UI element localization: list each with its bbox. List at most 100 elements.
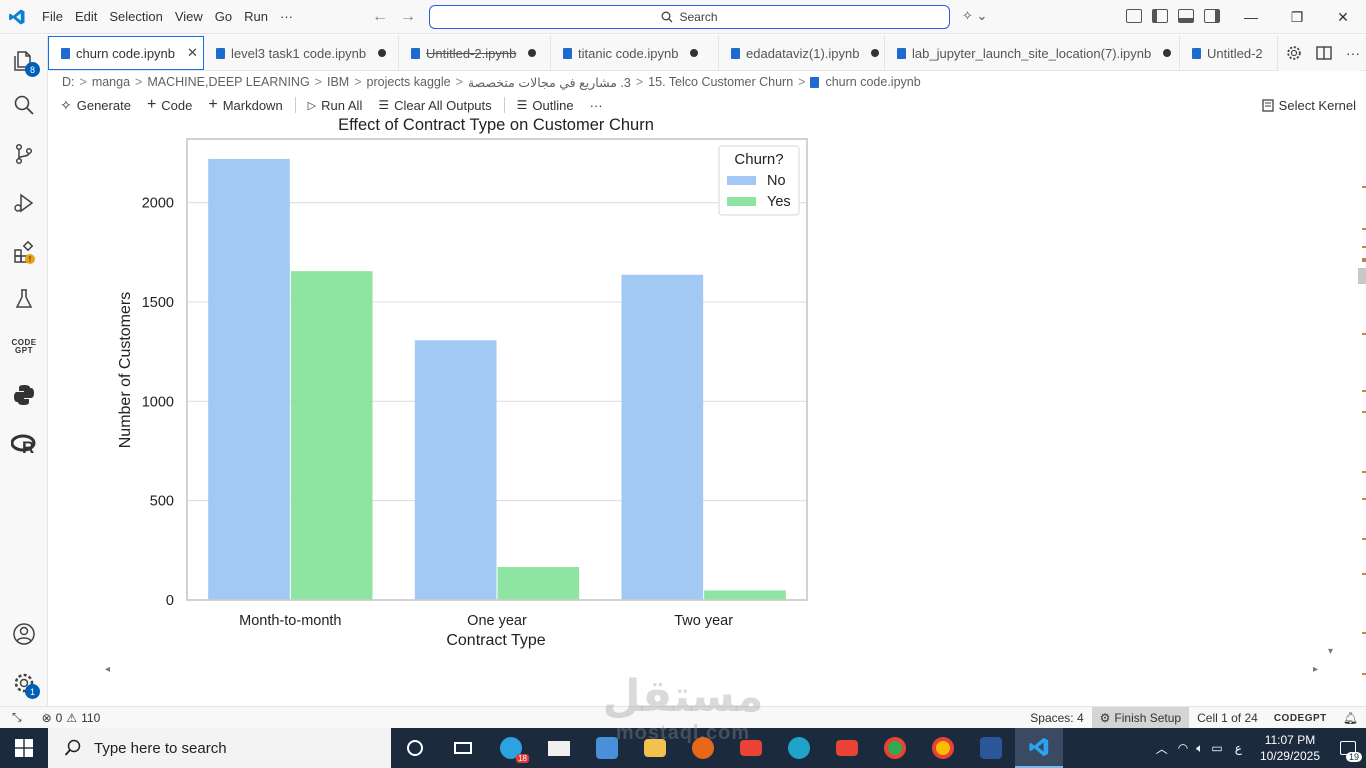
menu-item[interactable]: Edit — [74, 8, 98, 24]
scroll-right-icon[interactable]: ▸ — [1313, 664, 1319, 675]
toggle-primary-sidebar-icon[interactable] — [1152, 9, 1168, 23]
breadcrumb-item[interactable]: manga — [91, 75, 131, 89]
r-language-icon[interactable]: R — [0, 424, 48, 464]
close-window-icon[interactable]: ✕ — [1337, 8, 1349, 25]
clear-all-outputs-button[interactable]: ☰ Clear All Outputs — [370, 98, 499, 113]
copilot-icon[interactable]: ✧ ⌄ — [962, 8, 988, 23]
add-markdown-button[interactable]: + Markdown — [200, 96, 290, 114]
editor-tab[interactable]: titanic code.ipynb — [551, 35, 719, 71]
run-all-button[interactable]: ▷ Run All — [300, 98, 371, 113]
menu-item[interactable]: Selection — [109, 8, 163, 24]
select-kernel-button[interactable]: Select Kernel — [1262, 93, 1356, 117]
notification-center-icon[interactable]: 19 — [1330, 728, 1366, 768]
windows-start-icon[interactable] — [0, 728, 48, 768]
testing-flask-icon[interactable] — [0, 279, 48, 319]
clock[interactable]: 11:07 PM 10/29/2025 — [1250, 732, 1330, 764]
editor-tab[interactable]: edadataviz(1).ipynb — [719, 35, 885, 71]
python-icon[interactable] — [0, 375, 48, 415]
finish-setup-button[interactable]: ⚙ Finish Setup — [1091, 707, 1190, 729]
input-language[interactable]: ع — [1234, 741, 1242, 755]
unsaved-dot-icon[interactable] — [1163, 49, 1172, 57]
customize-layout-icon[interactable] — [1126, 9, 1142, 23]
scroll-left-icon[interactable]: ◂ — [105, 664, 111, 675]
breadcrumb-item[interactable]: 3. مشاريع في مجالات متخصصة — [467, 75, 631, 90]
codegpt-status[interactable]: CODEGPT — [1273, 712, 1327, 724]
notebook-file-icon — [563, 47, 572, 59]
toolbar-more-button[interactable]: ··· — [589, 97, 603, 113]
editor-tab[interactable]: lab_jupyter_launch_site_location(7).ipyn… — [885, 35, 1180, 71]
menu-item[interactable]: File — [42, 8, 63, 24]
notebook-settings-icon[interactable] — [1286, 45, 1302, 61]
toggle-secondary-sidebar-icon[interactable] — [1204, 9, 1220, 23]
command-center-search[interactable]: Search — [429, 5, 950, 29]
volume-icon[interactable]: 🔈︎ — [1196, 740, 1204, 755]
source-control-icon[interactable] — [0, 134, 48, 174]
breadcrumb-item[interactable]: projects kaggle — [366, 75, 451, 89]
generate-button[interactable]: ✧ Generate — [52, 97, 139, 114]
explorer-icon[interactable]: 8 — [0, 41, 48, 81]
chrome-profile-icon[interactable] — [919, 728, 967, 768]
problems-indicator[interactable]: ⊗ 0 ⚠ 110 — [34, 707, 109, 729]
codegpt-icon[interactable]: CODE GPT — [0, 327, 48, 367]
gmail-icon[interactable] — [823, 728, 871, 768]
run-debug-icon[interactable] — [0, 183, 48, 223]
gmail-icon[interactable] — [727, 728, 775, 768]
unsaved-dot-icon[interactable] — [528, 49, 537, 57]
indentation-status[interactable]: Spaces: 4 — [1030, 711, 1084, 725]
show-hidden-icons[interactable]: ︿ — [1155, 741, 1168, 756]
breadcrumb-item[interactable]: IBM — [326, 75, 350, 89]
editor-tab[interactable]: Untitled-2 — [1180, 35, 1278, 71]
close-tab-icon[interactable]: ✕ — [187, 45, 198, 60]
file-explorer-icon[interactable] — [631, 728, 679, 768]
toggle-panel-icon[interactable] — [1178, 9, 1194, 23]
outline-button[interactable]: ☰ Outline — [509, 98, 582, 113]
wifi-icon[interactable]: ◠ — [1177, 741, 1189, 755]
forward-arrow-icon[interactable]: → — [400, 8, 416, 25]
breadcrumb-item[interactable]: churn code.ipynb — [825, 75, 921, 89]
split-editor-icon[interactable] — [1316, 46, 1332, 60]
more-actions-icon[interactable]: ··· — [1346, 45, 1360, 61]
add-code-button[interactable]: + Code — [139, 96, 200, 114]
extensions-icon[interactable]: ! — [0, 232, 48, 272]
accounts-icon[interactable] — [0, 614, 48, 654]
remote-icon[interactable]: ⤡ — [12, 710, 22, 724]
breadcrumb-item[interactable]: 15. Telco Customer Churn — [648, 75, 794, 89]
cortana-icon[interactable] — [391, 728, 439, 768]
restore-icon[interactable]: ❐ — [1290, 8, 1304, 25]
breadcrumb-separator-icon: > — [455, 75, 463, 89]
notifications-bell-icon[interactable]: 🔔︎ — [1342, 711, 1358, 725]
settings-gear-icon[interactable]: 1 — [0, 663, 48, 703]
minimap[interactable] — [1356, 118, 1366, 706]
minimize-icon[interactable]: — — [1244, 9, 1258, 25]
editor-tab[interactable]: level3 task1 code.ipynb — [204, 35, 399, 71]
vscode-logo-icon[interactable] — [0, 0, 34, 34]
store-icon[interactable] — [583, 728, 631, 768]
vscode-taskbar-icon[interactable] — [1015, 728, 1063, 768]
cell-position-status[interactable]: Cell 1 of 24 — [1197, 711, 1258, 725]
menu-item[interactable]: ··· — [280, 8, 293, 24]
unsaved-dot-icon[interactable] — [871, 49, 880, 57]
bar-no-0 — [208, 158, 290, 600]
editor-tab[interactable]: Untitled-2.ipynb — [399, 35, 551, 71]
battery-icon[interactable]: ▭ — [1211, 741, 1223, 755]
firefox-icon[interactable] — [679, 728, 727, 768]
task-view-icon[interactable] — [439, 728, 487, 768]
unsaved-dot-icon[interactable] — [690, 49, 699, 57]
menu-item[interactable]: View — [174, 8, 203, 24]
breadcrumb-item[interactable]: D: — [62, 75, 75, 89]
taskbar-search-box[interactable]: Type here to search — [48, 728, 391, 768]
breadcrumb-item[interactable]: MACHINE,DEEP LEARNING — [147, 75, 310, 89]
unsaved-dot-icon[interactable] — [378, 49, 387, 57]
search-icon[interactable] — [0, 85, 48, 125]
editor-tab[interactable]: churn code.ipynb ✕ — [48, 36, 204, 70]
svg-text:!: ! — [29, 255, 31, 264]
word-icon[interactable] — [967, 728, 1015, 768]
scroll-down-icon[interactable]: ▾ — [1328, 646, 1334, 657]
menu-item[interactable]: Run — [244, 8, 268, 24]
chrome-icon[interactable] — [871, 728, 919, 768]
menu-item[interactable]: Go — [214, 8, 233, 24]
mail-icon[interactable] — [535, 728, 583, 768]
edge-icon[interactable] — [775, 728, 823, 768]
back-arrow-icon[interactable]: ← — [372, 8, 388, 25]
telegram-icon[interactable]: 18 — [487, 728, 535, 768]
